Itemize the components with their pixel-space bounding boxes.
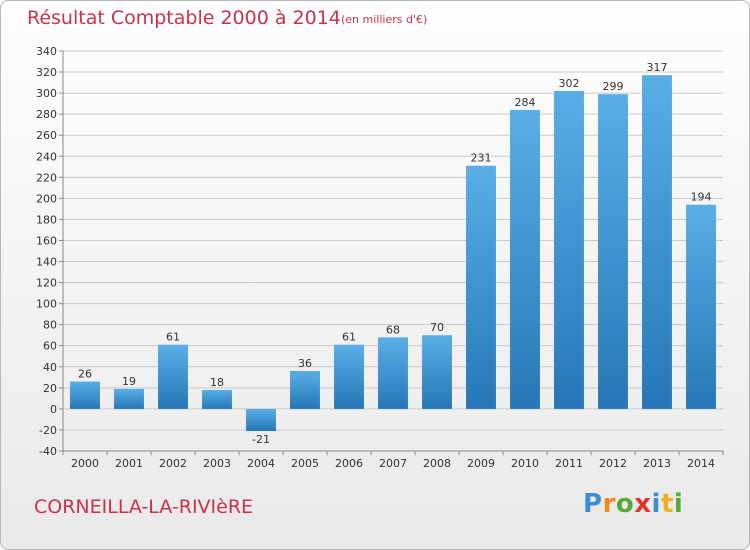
- x-tick-label: 2010: [511, 457, 539, 470]
- y-tick-label: 220: [36, 171, 57, 184]
- data-label: 302: [559, 77, 580, 90]
- proxiti-logo[interactable]: Proxiti: [583, 489, 683, 519]
- data-label: 231: [471, 152, 492, 165]
- x-tick-label: 2006: [335, 457, 363, 470]
- bar-2003: [202, 389, 232, 409]
- x-tick-label: 2001: [115, 457, 143, 470]
- y-tick-label: 280: [36, 108, 57, 121]
- y-tick-label: -40: [39, 445, 57, 458]
- data-label: -21: [252, 433, 270, 446]
- data-label: 61: [342, 331, 356, 344]
- logo-letter: o: [615, 489, 635, 519]
- logo-letter: i: [651, 489, 661, 519]
- y-tick-label: 0: [50, 403, 57, 416]
- y-tick-label: 180: [36, 213, 57, 226]
- bar-2005: [290, 371, 320, 409]
- bar-2001: [114, 388, 144, 409]
- logo-letter: r: [602, 489, 616, 519]
- data-label: 18: [210, 376, 224, 389]
- y-tick-label: -20: [39, 424, 57, 437]
- x-tick-label: 2005: [291, 457, 319, 470]
- x-tick-label: 2014: [687, 457, 715, 470]
- data-label: 284: [515, 96, 536, 109]
- data-label: 70: [430, 321, 444, 334]
- y-tick-label: 120: [36, 277, 57, 290]
- logo-letter: P: [583, 489, 603, 519]
- x-tick-label: 2004: [247, 457, 275, 470]
- y-tick-label: 20: [43, 382, 57, 395]
- logo-letter: i: [673, 489, 684, 519]
- x-tick-label: 2003: [203, 457, 231, 470]
- bar-2007: [378, 337, 408, 409]
- axes: -40 -20 0 20 40 60 80 100 120 140 160 180 200 220 240 2…: [36, 45, 724, 470]
- y-tick-label: 240: [36, 150, 57, 163]
- y-tick-label: 200: [36, 192, 57, 205]
- data-label: 19: [122, 375, 136, 388]
- bar-2004: [246, 408, 276, 431]
- y-tick-label: 100: [36, 298, 57, 311]
- y-tick-label: 300: [36, 87, 57, 100]
- x-tick-label: 2012: [599, 457, 627, 470]
- data-label: 61: [166, 331, 180, 344]
- bars: [70, 75, 716, 431]
- logo-letter: x: [634, 489, 652, 519]
- data-label: 26: [78, 368, 92, 381]
- x-tick-label: 2009: [467, 457, 495, 470]
- bar-2000: [70, 381, 100, 409]
- x-tick-label: 2013: [643, 457, 671, 470]
- y-tick-label: 340: [36, 45, 57, 58]
- bar-2010: [510, 109, 540, 409]
- x-tick-label: 2002: [159, 457, 187, 470]
- data-label: 194: [691, 191, 712, 204]
- x-tick-label: 2007: [379, 457, 407, 470]
- y-tick-label: 160: [36, 234, 57, 247]
- y-tick-label: 40: [43, 361, 57, 374]
- logo-letter: t: [660, 489, 674, 519]
- bar-2002: [158, 344, 188, 409]
- data-label: 299: [603, 80, 624, 93]
- data-label: 317: [647, 61, 668, 74]
- chart-unit: (en milliers d'€): [341, 13, 428, 26]
- commune-name: CORNEILLA-LA-RIVIèRE: [34, 496, 254, 518]
- bar-2011: [554, 91, 584, 409]
- x-tick-label: 2000: [71, 457, 99, 470]
- chart-title: Résultat Comptable 2000 à 2014: [27, 7, 341, 29]
- bar-2014: [686, 204, 716, 409]
- data-label: 68: [386, 323, 400, 336]
- y-tick-label: 140: [36, 256, 57, 269]
- y-tick-label: 320: [36, 66, 57, 79]
- bar-2008: [422, 335, 452, 409]
- data-labels: 26 19 61 18 -21 36 61 68 70 231 284 302 299 317 194: [78, 61, 712, 446]
- bar-2013: [642, 75, 672, 409]
- y-tick-label: 260: [36, 129, 57, 142]
- y-tick-label: 80: [43, 319, 57, 332]
- bar-2009: [466, 165, 496, 409]
- bar-2006: [334, 344, 364, 409]
- x-tick-label: 2011: [555, 457, 583, 470]
- x-tick-label: 2008: [423, 457, 451, 470]
- y-tick-label: 60: [43, 340, 57, 353]
- bar-2012: [598, 94, 628, 409]
- data-label: 36: [298, 357, 312, 370]
